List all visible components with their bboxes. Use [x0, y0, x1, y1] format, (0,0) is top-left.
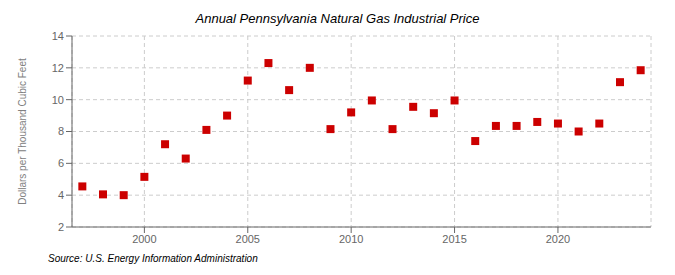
html-text:Source: U.S. Energy Informatio: Source: U.S. Energy Information Administ… [48, 253, 258, 264]
svg-text:2020: 2020 [546, 233, 570, 245]
svg-text:12: 12 [52, 62, 64, 74]
svg-text:6: 6 [58, 157, 64, 169]
svg-text:2: 2 [58, 221, 64, 233]
svg-text:2005: 2005 [236, 233, 260, 245]
svg-text:2015: 2015 [442, 233, 466, 245]
svg-text:4: 4 [58, 189, 64, 201]
svg-text:2010: 2010 [339, 233, 363, 245]
html-text:Annual Pennsylvania Natural Ga: Annual Pennsylvania Natural Gas Industri… [195, 11, 480, 26]
svg-text:2000: 2000 [132, 233, 156, 245]
svg-text:14: 14 [52, 30, 64, 42]
svg-text:8: 8 [58, 125, 64, 137]
svg-text:10: 10 [52, 94, 64, 106]
svg-text:Dollars per Thousand Cubic Fee: Dollars per Thousand Cubic Feet [17, 58, 28, 205]
